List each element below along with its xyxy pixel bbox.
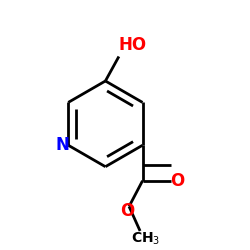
Text: N: N	[56, 136, 70, 154]
Text: O: O	[170, 172, 185, 190]
Text: HO: HO	[118, 36, 146, 54]
Text: CH$_3$: CH$_3$	[131, 230, 160, 247]
Text: O: O	[120, 202, 134, 220]
